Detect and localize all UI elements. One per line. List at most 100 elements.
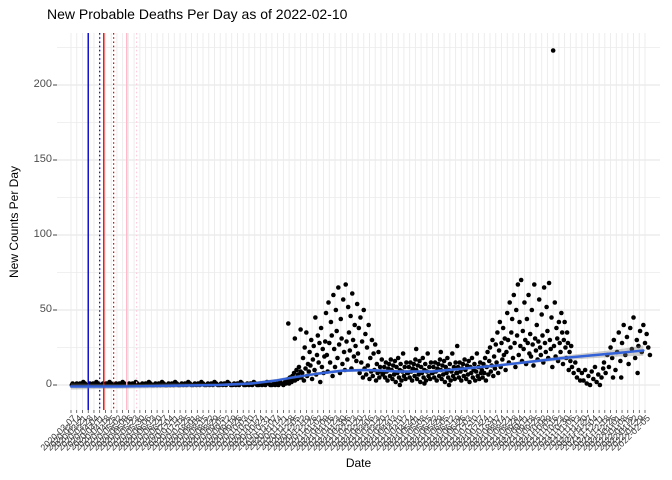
data-point — [418, 379, 423, 385]
data-point — [515, 282, 521, 287]
data-point — [505, 337, 511, 343]
data-point — [581, 378, 586, 383]
data-point — [582, 367, 588, 373]
data-point — [329, 333, 335, 338]
data-point — [621, 322, 626, 328]
data-point — [488, 369, 494, 374]
data-point — [591, 376, 596, 382]
data-point — [335, 355, 340, 361]
data-point — [503, 367, 508, 373]
data-point — [428, 360, 434, 365]
data-point — [482, 355, 488, 361]
data-point — [473, 369, 479, 374]
data-point — [339, 336, 344, 341]
data-point — [560, 361, 566, 367]
data-point — [587, 382, 593, 388]
data-point — [442, 379, 448, 385]
data-point — [577, 378, 583, 383]
chart-title: New Probable Deaths Per Day as of 2022-0… — [47, 6, 348, 22]
data-point — [420, 355, 426, 361]
data-point — [414, 376, 420, 382]
data-point — [349, 291, 355, 296]
data-point — [308, 337, 314, 343]
data-point — [355, 351, 361, 356]
data-point — [390, 376, 395, 382]
data-point — [425, 351, 431, 356]
data-point — [352, 322, 358, 328]
data-point — [518, 277, 524, 283]
data-point — [516, 352, 522, 358]
data-point — [358, 315, 363, 320]
data-point — [346, 330, 352, 335]
data-point — [626, 361, 631, 367]
data-point — [319, 364, 325, 370]
data-point — [300, 355, 306, 361]
y-tick-label: 50 — [39, 303, 52, 315]
data-point — [636, 343, 641, 349]
data-point — [302, 345, 308, 350]
data-point — [494, 360, 499, 365]
data-point — [413, 357, 418, 362]
data-point — [460, 361, 466, 367]
data-point — [532, 282, 537, 287]
data-point — [637, 328, 643, 334]
data-point — [388, 357, 394, 362]
data-point — [507, 300, 512, 305]
data-point — [323, 310, 329, 316]
data-point — [303, 366, 308, 371]
data-point — [550, 48, 556, 53]
data-point — [595, 372, 601, 377]
data-point — [618, 358, 623, 364]
data-point — [328, 319, 334, 325]
data-point — [327, 360, 333, 365]
data-point — [436, 361, 441, 367]
data-point — [313, 315, 318, 320]
data-point — [341, 349, 347, 355]
data-point — [403, 376, 408, 382]
data-point — [317, 340, 322, 346]
data-point — [528, 354, 534, 359]
data-point — [332, 364, 338, 370]
data-point — [525, 340, 531, 346]
data-point — [397, 382, 403, 388]
y-axis-title: New Counts Per Day — [7, 165, 21, 279]
data-point — [487, 345, 493, 350]
data-point — [491, 373, 496, 379]
data-point — [492, 366, 498, 371]
data-point — [331, 292, 336, 298]
data-point — [377, 364, 383, 370]
data-point — [354, 301, 360, 307]
data-point — [402, 364, 408, 370]
data-point — [438, 349, 444, 355]
data-point — [509, 330, 514, 335]
data-point — [451, 364, 457, 370]
data-point — [357, 370, 362, 376]
data-point — [467, 379, 472, 385]
data-point — [647, 352, 653, 358]
data-point — [635, 370, 640, 376]
data-point — [336, 285, 341, 290]
data-point — [353, 343, 358, 349]
data-point — [292, 336, 298, 341]
data-point — [627, 325, 633, 331]
data-point — [365, 363, 371, 368]
data-point — [386, 361, 392, 367]
data-point — [629, 346, 635, 352]
data-point — [623, 352, 628, 358]
data-point — [554, 336, 560, 341]
data-point — [312, 367, 317, 373]
data-point — [548, 346, 553, 352]
data-point — [645, 345, 651, 350]
data-point — [481, 361, 486, 367]
data-point — [485, 349, 490, 355]
data-point — [418, 364, 424, 370]
data-point — [286, 321, 291, 326]
data-point — [462, 357, 467, 362]
data-point — [573, 360, 578, 365]
data-point — [369, 337, 375, 343]
data-point — [345, 357, 350, 362]
data-point — [315, 333, 321, 338]
data-point — [372, 342, 378, 347]
data-point — [644, 331, 649, 337]
